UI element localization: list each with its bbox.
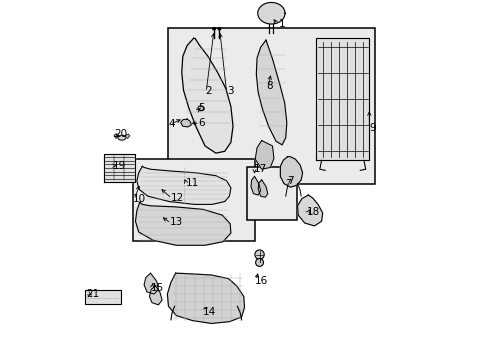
Text: 12: 12 bbox=[171, 193, 184, 203]
Polygon shape bbox=[137, 166, 230, 204]
Polygon shape bbox=[250, 176, 260, 195]
Polygon shape bbox=[258, 180, 267, 197]
Ellipse shape bbox=[218, 28, 221, 30]
Bar bbox=[168, 28, 374, 184]
Polygon shape bbox=[316, 39, 368, 160]
Bar bbox=[132, 159, 254, 241]
Text: 17: 17 bbox=[253, 163, 266, 174]
Polygon shape bbox=[124, 134, 129, 138]
Ellipse shape bbox=[212, 28, 215, 30]
Text: 6: 6 bbox=[198, 118, 205, 128]
Text: 8: 8 bbox=[266, 81, 273, 91]
Text: 10: 10 bbox=[132, 194, 145, 204]
Polygon shape bbox=[180, 119, 191, 127]
Text: 19: 19 bbox=[112, 161, 125, 171]
Ellipse shape bbox=[254, 250, 264, 259]
Text: 2: 2 bbox=[204, 86, 211, 96]
Text: 3: 3 bbox=[227, 86, 233, 96]
Text: 20: 20 bbox=[115, 129, 127, 139]
Polygon shape bbox=[167, 273, 244, 323]
Ellipse shape bbox=[118, 135, 125, 140]
Text: 15: 15 bbox=[150, 283, 163, 293]
Text: 16: 16 bbox=[254, 276, 267, 286]
Polygon shape bbox=[182, 39, 233, 153]
Polygon shape bbox=[257, 3, 285, 24]
Polygon shape bbox=[256, 40, 286, 145]
Ellipse shape bbox=[255, 258, 263, 266]
Text: 14: 14 bbox=[203, 307, 216, 317]
Bar bbox=[247, 167, 296, 220]
Ellipse shape bbox=[198, 106, 203, 111]
Bar bbox=[85, 290, 121, 304]
Polygon shape bbox=[104, 154, 135, 182]
Polygon shape bbox=[149, 286, 162, 305]
Text: 1: 1 bbox=[278, 19, 285, 29]
Text: 7: 7 bbox=[286, 176, 293, 186]
Text: 13: 13 bbox=[169, 217, 183, 227]
Polygon shape bbox=[144, 273, 158, 294]
Polygon shape bbox=[255, 140, 273, 169]
Text: 21: 21 bbox=[86, 289, 99, 299]
Text: 11: 11 bbox=[185, 178, 198, 188]
Polygon shape bbox=[297, 195, 322, 226]
Text: 4: 4 bbox=[168, 120, 175, 129]
Polygon shape bbox=[114, 134, 119, 138]
Text: 9: 9 bbox=[368, 123, 375, 133]
Text: 18: 18 bbox=[306, 207, 320, 217]
Polygon shape bbox=[135, 202, 230, 245]
Polygon shape bbox=[280, 157, 302, 187]
Text: 5: 5 bbox=[198, 103, 205, 113]
